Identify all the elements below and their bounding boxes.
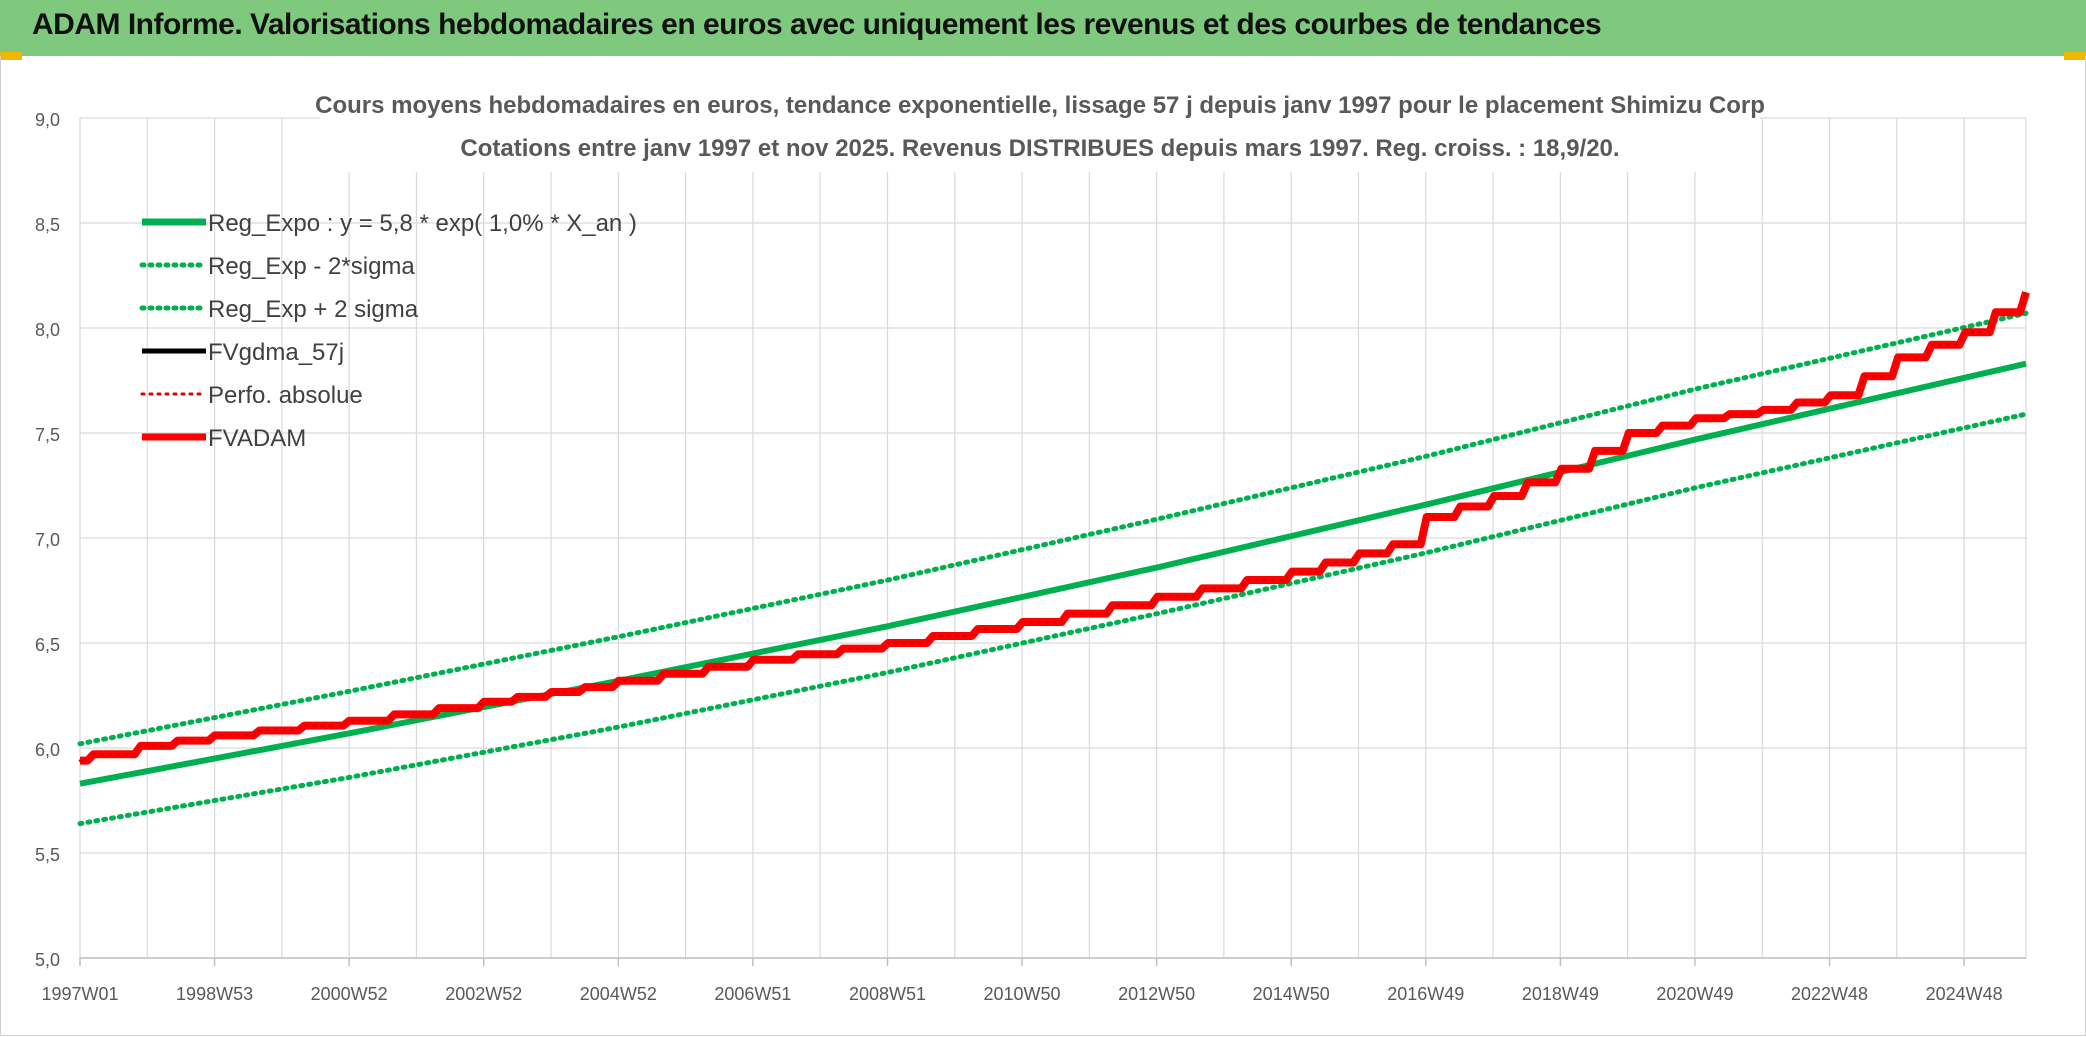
x-tick-label: 1998W53 — [176, 984, 253, 1004]
report-header: ADAM Informe. Valorisations hebdomadaire… — [0, 0, 2086, 56]
y-tick-label: 7,5 — [35, 425, 60, 445]
x-tick-label: 2006W51 — [714, 984, 791, 1004]
y-tick-label: 5,5 — [35, 845, 60, 865]
y-tick-label: 9,0 — [35, 110, 60, 130]
x-tick-label: 2024W48 — [1926, 984, 2003, 1004]
y-axis-ticks: 5,0 5,5 6,0 6,5 7,0 7,5 8,0 8,5 9,0 — [35, 110, 60, 970]
legend: Reg_Expo : y = 5,8 * exp( 1,0% * X_an ) R… — [139, 210, 637, 452]
x-axis-ticks: 1997W01 1998W53 2000W52 2002W52 2004W52 2006W… — [41, 958, 2003, 1004]
x-tick-label: 2022W48 — [1791, 984, 1868, 1004]
series-group — [77, 291, 2030, 827]
corner-accent-left — [0, 52, 22, 60]
legend-label: FVgdma_57j — [208, 339, 344, 366]
y-tick-label: 8,5 — [35, 215, 60, 235]
chart-title-background — [320, 84, 1760, 172]
legend-label: Reg_Exp + 2 sigma — [208, 296, 419, 323]
y-tick-label: 7,0 — [35, 530, 60, 550]
series-line — [79, 360, 2027, 787]
x-tick-label: 2016W49 — [1387, 984, 1464, 1004]
x-tick-label: 2020W49 — [1656, 984, 1733, 1004]
x-tick-label: 2014W50 — [1253, 984, 1330, 1004]
x-tick-label: 2004W52 — [580, 984, 657, 1004]
y-tick-label: 6,5 — [35, 635, 60, 655]
x-tick-label: 2000W52 — [311, 984, 388, 1004]
series-line — [77, 411, 2029, 827]
series-line — [77, 310, 2029, 747]
x-tick-label: 2008W51 — [849, 984, 926, 1004]
series-line — [78, 291, 2028, 762]
x-tick-label: 2012W50 — [1118, 984, 1195, 1004]
y-tick-label: 6,0 — [35, 740, 60, 760]
x-tick-label: 2002W52 — [445, 984, 522, 1004]
legend-label: Perfo. absolue — [208, 382, 363, 409]
x-tick-label: 1997W01 — [41, 984, 118, 1004]
x-tick-label: 2018W49 — [1522, 984, 1599, 1004]
corner-accent-right — [2064, 52, 2086, 60]
legend-label: FVADAM — [208, 425, 306, 452]
chart-subtitle: Cotations entre janv 1997 et nov 2025. R… — [460, 135, 1619, 162]
chart-title: Cours moyens hebdomadaires en euros, ten… — [315, 92, 1765, 119]
legend-label: Reg_Exp - 2*sigma — [208, 253, 415, 280]
series-line — [80, 291, 2028, 763]
report-title: ADAM Informe. Valorisations hebdomadaire… — [32, 8, 1602, 41]
grid-lines — [79, 117, 2027, 959]
legend-label: Reg_Expo : y = 5,8 * exp( 1,0% * X_an ) — [208, 210, 637, 237]
series-line — [80, 291, 2030, 765]
y-tick-label: 5,0 — [35, 950, 60, 970]
y-tick-label: 8,0 — [35, 320, 60, 340]
x-tick-label: 2010W50 — [984, 984, 1061, 1004]
